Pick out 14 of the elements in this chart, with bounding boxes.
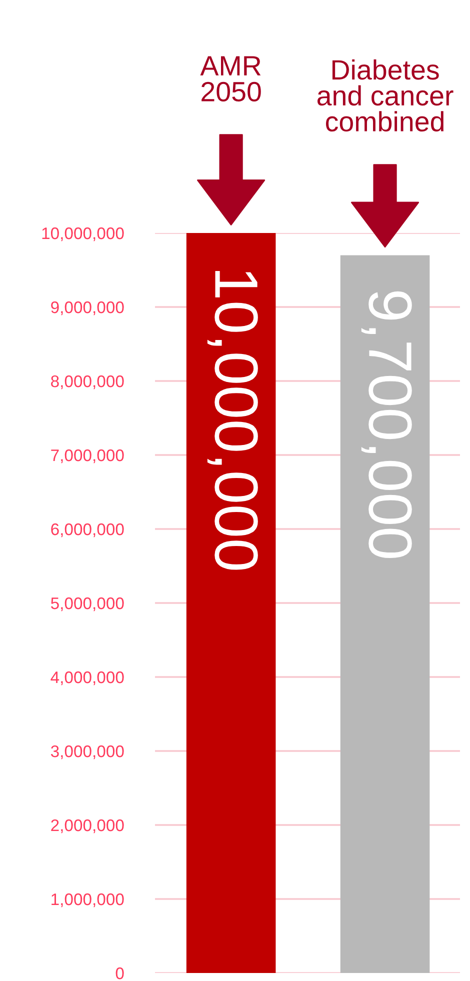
data-label: 9,700,000 — [361, 291, 412, 558]
y-tick-label: 3,000,000 — [50, 745, 124, 760]
y-tick-label: 8,000,000 — [51, 375, 124, 390]
y-tick-label: 2,000,000 — [51, 819, 124, 834]
y-tick-label: 5,000,000 — [50, 597, 124, 612]
y-tick-label: 9,000,000 — [51, 301, 124, 316]
y-tick-label: 1,000,000 — [52, 893, 124, 908]
y-tick-label: 4,000,000 — [50, 671, 124, 686]
y-tick-label: 6,000,000 — [51, 523, 124, 538]
y-tick-label: 0 — [116, 967, 124, 980]
y-tick-label: 7,000,000 — [51, 449, 124, 464]
x-tick-label: Diabetes and cancer combined — [317, 59, 454, 132]
x-tick-label: AMR 2050 — [200, 56, 261, 102]
y-tick-label: 10,000,000 — [42, 227, 124, 242]
